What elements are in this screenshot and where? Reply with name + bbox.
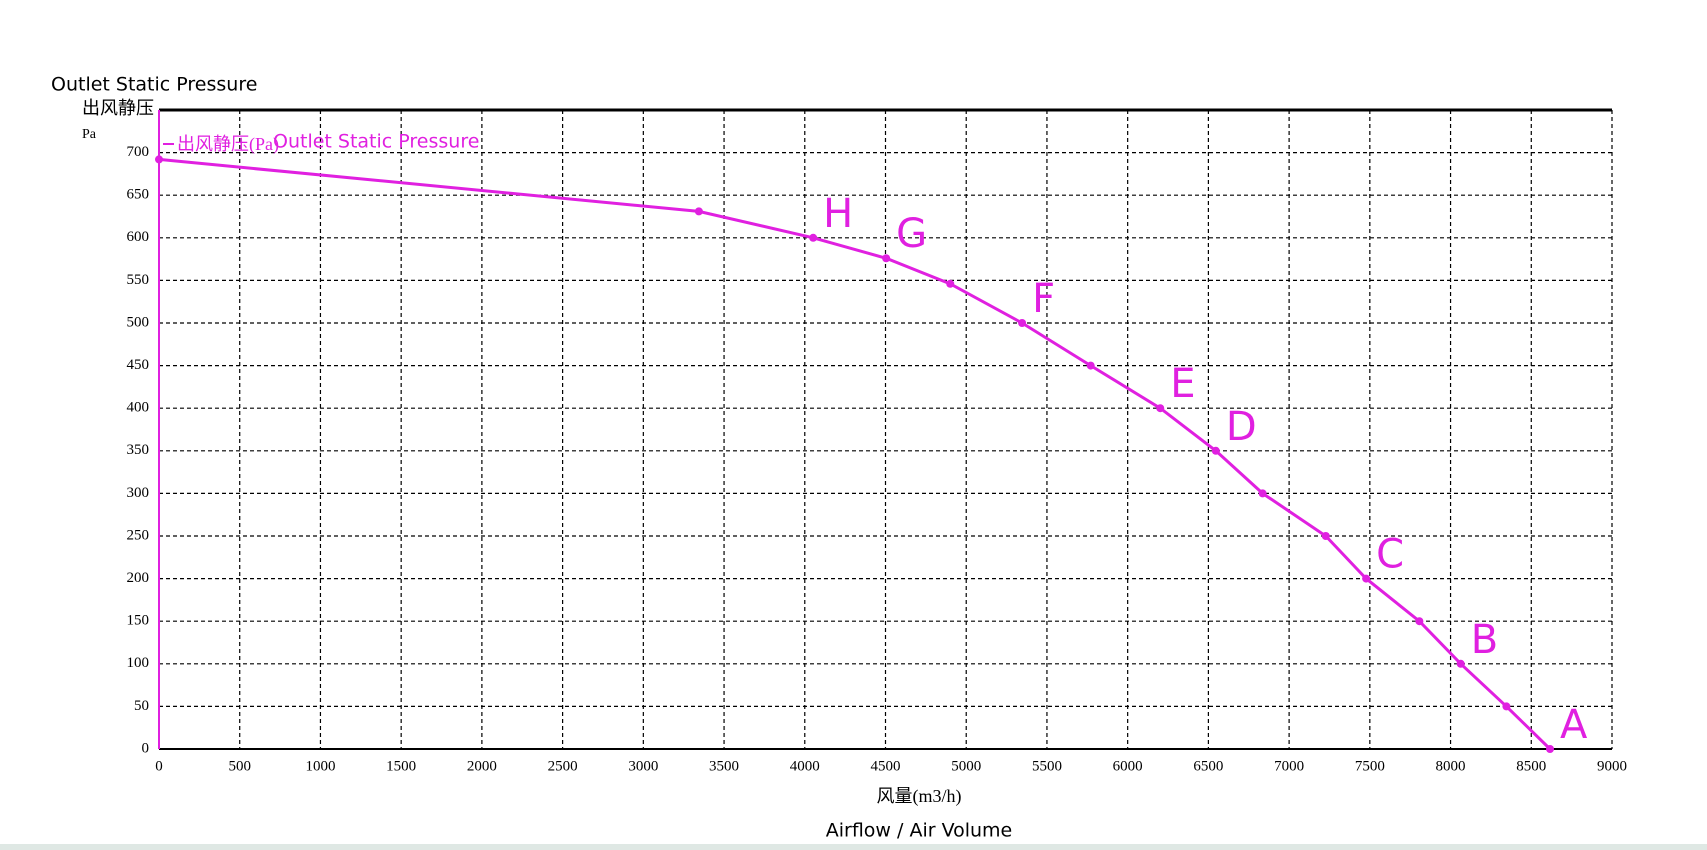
y-tick-label: 150 <box>127 613 150 629</box>
data-point <box>882 254 891 263</box>
legend-label-en: Outlet Static Pressure <box>273 131 479 153</box>
data-point <box>1211 446 1220 455</box>
x-tick-label: 5000 <box>951 758 981 774</box>
x-tick-label: 9000 <box>1597 758 1627 774</box>
y-tick-label: 700 <box>127 144 150 160</box>
x-tick-label: 3000 <box>628 758 658 774</box>
x-tick-label: 2000 <box>467 758 497 774</box>
x-tick-label: 6000 <box>1113 758 1143 774</box>
x-tick-label: 7500 <box>1355 758 1385 774</box>
data-point <box>946 279 955 288</box>
x-tick-label: 2500 <box>548 758 578 774</box>
y-tick-label: 350 <box>127 442 150 458</box>
data-point <box>1258 489 1267 498</box>
y-tick-label: 450 <box>127 357 150 373</box>
point-label: D <box>1226 404 1257 450</box>
x-tick-label: 1500 <box>386 758 416 774</box>
y-tick-label: 0 <box>142 740 150 756</box>
y-tick-label: 400 <box>127 400 150 416</box>
y-tick-label: 650 <box>127 187 150 203</box>
y-axis-title-en: Outlet Static Pressure <box>51 74 257 96</box>
y-tick-label: 500 <box>127 314 150 330</box>
point-label: A <box>1560 702 1588 748</box>
point-label: E <box>1170 361 1195 407</box>
x-tick-label: 5500 <box>1032 758 1062 774</box>
y-tick-label: 50 <box>134 698 149 714</box>
point-label: B <box>1471 617 1498 663</box>
data-point <box>1086 361 1095 370</box>
x-axis-title-en: Airflow / Air Volume <box>826 820 1013 842</box>
x-tick-label: 8000 <box>1436 758 1466 774</box>
x-tick-label: 8500 <box>1516 758 1546 774</box>
point-label: F <box>1032 276 1055 322</box>
y-tick-label: 200 <box>127 570 150 586</box>
legend-label: 出风静压(Pa) <box>177 134 279 155</box>
y-tick-label: 250 <box>127 527 150 543</box>
bottom-bar <box>0 844 1707 850</box>
x-tick-label: 4000 <box>790 758 820 774</box>
x-tick-label: 0 <box>155 758 163 774</box>
data-point <box>1502 702 1511 711</box>
point-label: H <box>823 191 853 237</box>
data-point <box>1321 532 1330 540</box>
x-tick-label: 3500 <box>709 758 739 774</box>
data-point <box>1456 659 1465 668</box>
y-tick-label: 600 <box>127 229 150 245</box>
data-point <box>1018 319 1027 327</box>
data-point <box>155 155 163 164</box>
x-tick-label: 7000 <box>1274 758 1304 774</box>
x-tick-label: 500 <box>228 758 251 774</box>
x-tick-label: 1000 <box>305 758 335 774</box>
y-tick-label: 300 <box>127 485 150 501</box>
data-point <box>1415 617 1424 626</box>
y-tick-label: 100 <box>127 655 150 671</box>
point-label: G <box>896 211 927 257</box>
data-point <box>1156 404 1165 413</box>
data-point <box>809 233 818 242</box>
x-tick-label: 6500 <box>1193 758 1223 774</box>
y-axis-unit: Pa <box>82 127 97 142</box>
data-point <box>1362 574 1371 583</box>
y-axis-title: 出风静压 <box>82 98 154 118</box>
x-axis-title: 风量(m3/h) <box>877 786 962 807</box>
point-label: C <box>1376 532 1404 578</box>
data-point <box>694 207 703 216</box>
data-point <box>1546 745 1555 753</box>
series-line <box>158 157 1552 751</box>
x-tick-label: 4500 <box>871 758 901 774</box>
y-tick-label: 550 <box>127 272 150 288</box>
